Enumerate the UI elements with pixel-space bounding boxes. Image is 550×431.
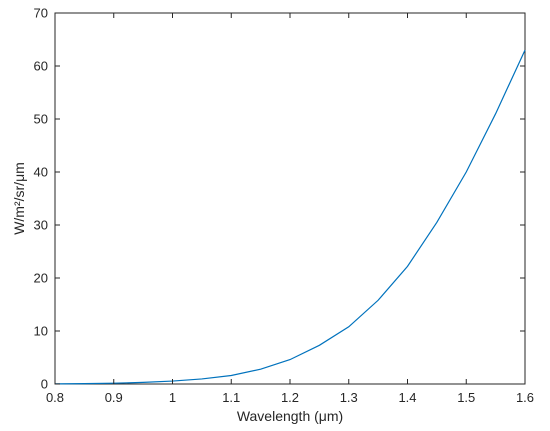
y-tick-label: 10 bbox=[34, 324, 48, 339]
x-tick-label: 1.5 bbox=[457, 390, 475, 405]
x-tick-label: 1.3 bbox=[340, 390, 358, 405]
y-tick-label: 0 bbox=[41, 377, 48, 392]
y-tick-label: 20 bbox=[34, 271, 48, 286]
x-tick-label: 1.4 bbox=[398, 390, 416, 405]
x-tick-label: 1.1 bbox=[222, 390, 240, 405]
series-line bbox=[54, 49, 526, 385]
x-axis-label: Wavelength (μm) bbox=[237, 408, 343, 424]
x-tick-label: 1.2 bbox=[281, 390, 299, 405]
x-tick-label: 1.6 bbox=[516, 390, 534, 405]
y-tick-label: 40 bbox=[34, 165, 48, 180]
plot-area bbox=[54, 12, 526, 385]
y-axis-label: W/m²/sr/μm bbox=[11, 162, 27, 235]
x-tick-label: 1 bbox=[169, 390, 176, 405]
axes-box bbox=[54, 12, 526, 385]
y-tick-label: 60 bbox=[34, 59, 48, 74]
x-tick-label: 0.9 bbox=[105, 390, 123, 405]
y-axis: 0 10 20 30 40 50 60 70 bbox=[34, 6, 525, 392]
x-tick-label: 0.8 bbox=[46, 390, 64, 405]
x-axis: 0.8 0.9 1 1.1 1.2 1.3 1.4 1.5 1.6 bbox=[46, 13, 534, 405]
y-tick-label: 30 bbox=[34, 218, 48, 233]
y-tick-label: 50 bbox=[34, 112, 48, 127]
y-tick-label: 70 bbox=[34, 6, 48, 21]
